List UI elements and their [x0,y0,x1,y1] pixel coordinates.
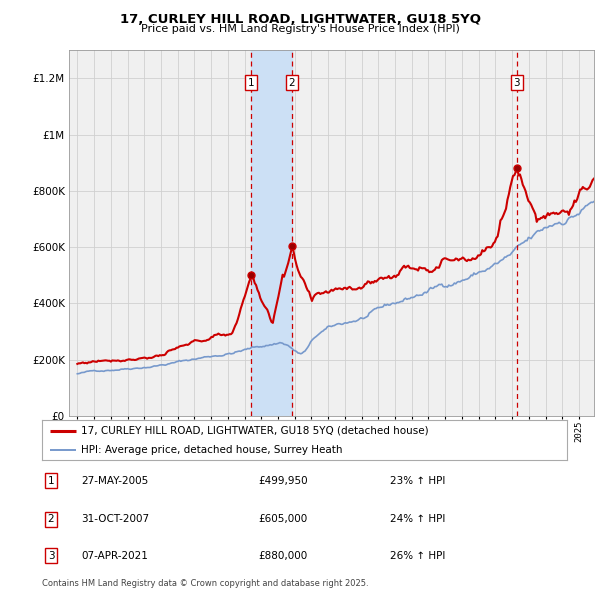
Text: HPI: Average price, detached house, Surrey Heath: HPI: Average price, detached house, Surr… [82,445,343,455]
Text: 31-OCT-2007: 31-OCT-2007 [81,514,149,524]
Text: 24% ↑ HPI: 24% ↑ HPI [390,514,445,524]
Text: Contains HM Land Registry data © Crown copyright and database right 2025.
This d: Contains HM Land Registry data © Crown c… [42,579,368,590]
Text: £880,000: £880,000 [258,551,307,560]
Text: 27-MAY-2005: 27-MAY-2005 [81,476,148,486]
Text: 17, CURLEY HILL ROAD, LIGHTWATER, GU18 5YQ (detached house): 17, CURLEY HILL ROAD, LIGHTWATER, GU18 5… [82,426,429,436]
Bar [251,50,292,416]
Text: 2: 2 [289,77,295,87]
Text: £605,000: £605,000 [258,514,307,524]
Text: 2: 2 [47,514,55,524]
Text: 1: 1 [47,476,55,486]
Text: 23% ↑ HPI: 23% ↑ HPI [390,476,445,486]
Text: 26% ↑ HPI: 26% ↑ HPI [390,551,445,560]
Text: 07-APR-2021: 07-APR-2021 [81,551,148,560]
Text: 3: 3 [513,77,520,87]
Text: 17, CURLEY HILL ROAD, LIGHTWATER, GU18 5YQ: 17, CURLEY HILL ROAD, LIGHTWATER, GU18 5… [119,13,481,26]
Text: £499,950: £499,950 [258,476,308,486]
Text: Price paid vs. HM Land Registry's House Price Index (HPI): Price paid vs. HM Land Registry's House … [140,24,460,34]
Text: 1: 1 [248,77,255,87]
Text: 3: 3 [47,551,55,560]
